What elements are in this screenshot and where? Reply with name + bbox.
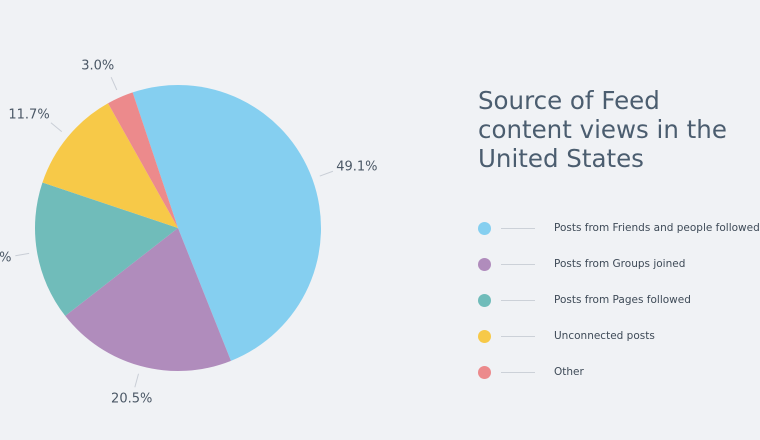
pie-slice-other (108, 92, 178, 228)
legend-swatch-pages (478, 293, 491, 307)
pie-slice-unconnected-posts (42, 103, 179, 228)
leader-line-posts-from-pages-followed (15, 252, 30, 257)
data-label-unconnected-posts: 11.7% (8, 108, 49, 123)
legend-line (501, 263, 535, 265)
leader-line-posts-from-friends-and-people-followed (319, 170, 334, 177)
data-label-posts-from-groups-joined: 20.5% (111, 391, 152, 406)
chart-legend: Posts from Friends and people followed P… (478, 210, 760, 390)
legend-line (501, 227, 535, 229)
data-label-posts-from-friends-and-people-followed: 49.1% (336, 160, 377, 175)
pie-leader-lines (15, 76, 334, 388)
legend-swatch-other (478, 365, 491, 379)
legend-item-friends: Posts from Friends and people followed (478, 210, 760, 246)
data-label-other: 3.0% (81, 59, 114, 74)
legend-label-friends: Posts from Friends and people followed (554, 222, 760, 234)
chart-title: Source of Feed content views in the Unit… (478, 86, 727, 173)
legend-line (501, 299, 535, 301)
pie-slice-posts-from-pages-followed (34, 182, 179, 316)
legend-line (501, 335, 535, 337)
legend-item-pages: Posts from Pages followed (478, 282, 760, 318)
data-label-posts-from-pages-followed: 15.7% (0, 250, 12, 265)
legend-item-unconnected: Unconnected posts (478, 318, 760, 354)
leader-line-posts-from-groups-joined (134, 373, 139, 388)
pie-slices (34, 84, 322, 372)
pie-slice-posts-from-friends-and-people-followed (132, 84, 322, 361)
pie-data-labels: 49.1% 20.5% 15.7% 11.7% 3.0% (0, 59, 378, 407)
legend-label-groups: Posts from Groups joined (554, 258, 686, 270)
legend-line (501, 371, 535, 373)
leader-line-unconnected-posts (50, 122, 63, 133)
legend-label-pages: Posts from Pages followed (554, 294, 691, 306)
legend-swatch-unconnected (478, 329, 491, 343)
legend-swatch-groups (478, 257, 491, 271)
legend-item-groups: Posts from Groups joined (478, 246, 760, 282)
legend-label-unconnected: Unconnected posts (554, 330, 655, 342)
legend-label-other: Other (554, 366, 584, 378)
leader-line-other (110, 76, 118, 91)
legend-swatch-friends (478, 221, 491, 235)
legend-item-other: Other (478, 354, 760, 390)
pie-slice-posts-from-groups-joined (65, 228, 231, 372)
